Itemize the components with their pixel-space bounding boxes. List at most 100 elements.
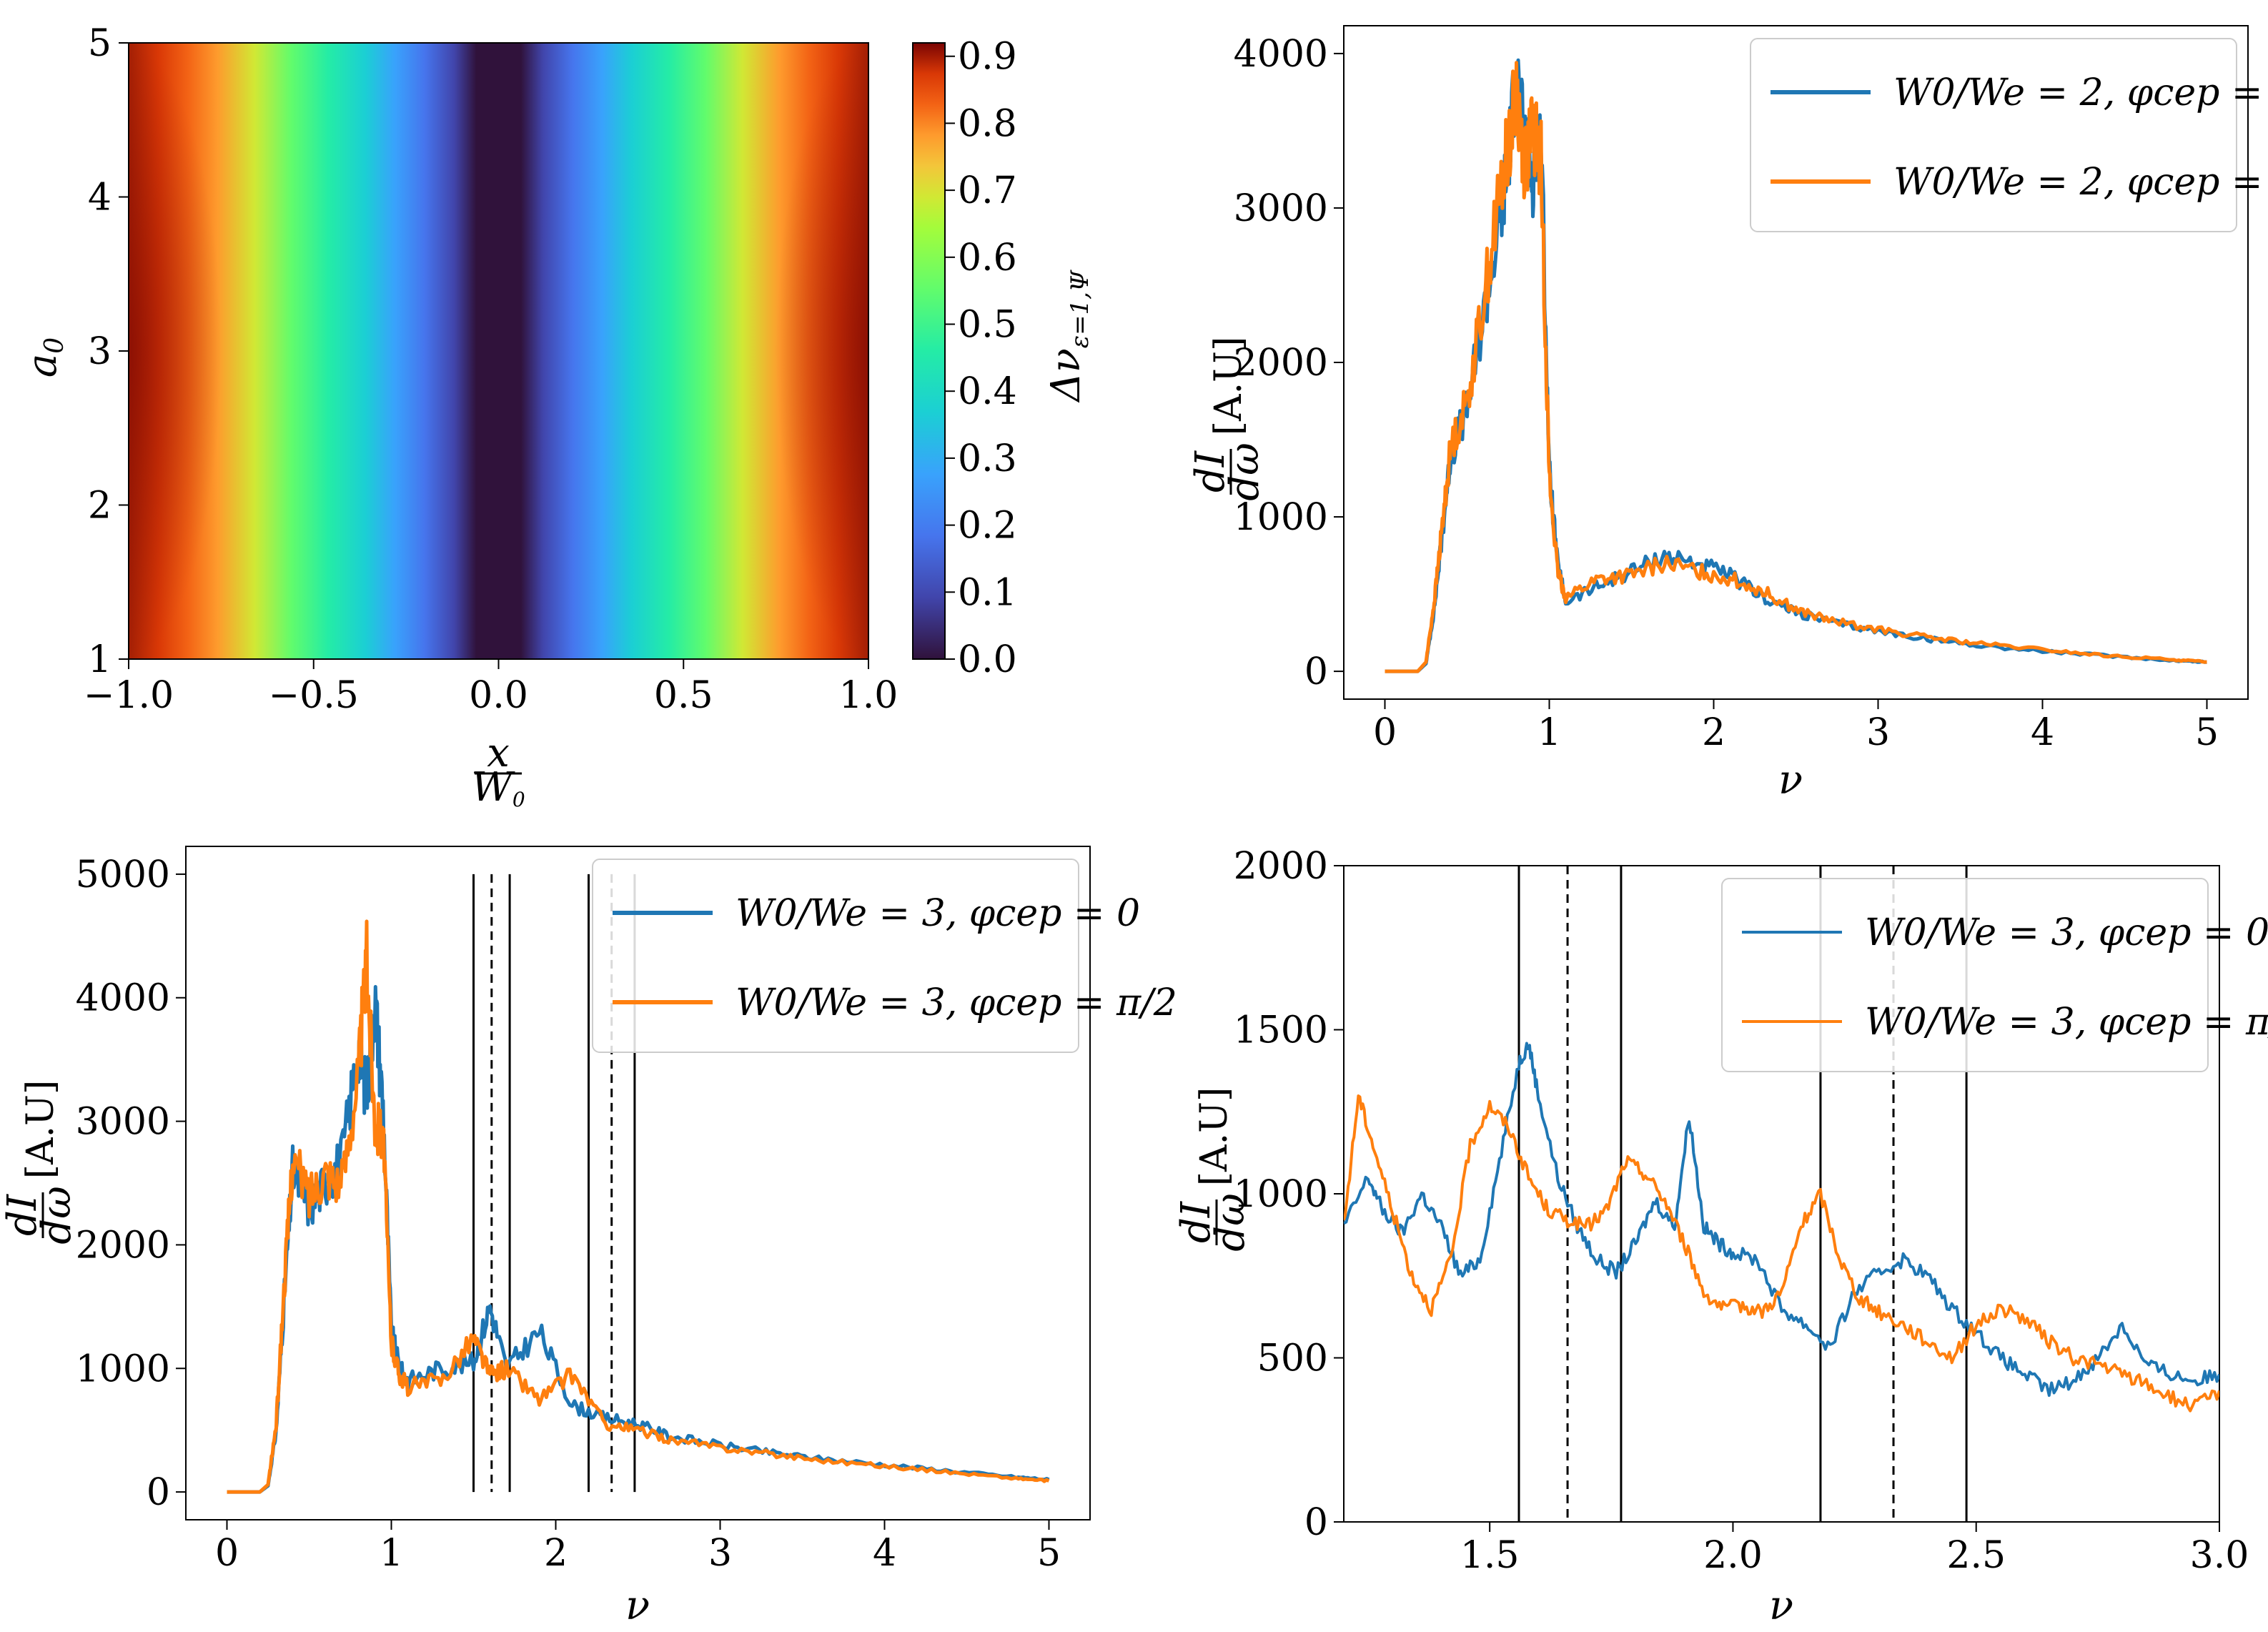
colorbar-tick-label: 0.2: [958, 505, 1017, 548]
spectrum-zoom-legend-label: W0/We = 3, φcep = 0: [1865, 911, 2268, 954]
spectrum-w2-series: [1385, 58, 2207, 673]
spectrum-w2-xtick-label: 2: [1702, 711, 1725, 754]
spectrum-w2-ticks: 0 1 2 3 4 5 0 1000 2000 3000 4000: [1234, 33, 2219, 754]
svg-text:dω: dω: [34, 1186, 80, 1245]
colorbar-tick-label: 0.1: [958, 571, 1017, 614]
heatmap-xtick-label: 0.0: [469, 674, 528, 717]
spectrum-w3-xtick-label: 1: [380, 1532, 403, 1575]
spectrum-zoom-ytick-label: 500: [1257, 1337, 1328, 1380]
colorbar-label: Δνε=1,Ψ: [1043, 269, 1094, 403]
spectrum-w3-ytick-label: 1000: [76, 1347, 170, 1390]
spectrum-w2-xlabel: ν: [1778, 757, 1803, 803]
heatmap-xlabel-denominator: W0: [471, 764, 525, 811]
spectrum-w3-ytick-label: 3000: [76, 1101, 170, 1144]
spectrum-zoom-panel: 1.5 2.0 2.5 3.0 0 500 1000 1500 2000 ν dI dω [A.…: [1173, 845, 2268, 1629]
spectrum-zoom-ytick-label: 2000: [1234, 845, 1328, 888]
spectrum-zoom-series-1: [1344, 1094, 2219, 1413]
heatmap-edge-right: [683, 43, 868, 659]
spectrum-w3-ticks: 0 1 2 3 4 5 0 1000 2000 3000 4000 5000: [76, 854, 1061, 1575]
heatmap-xtick-label: −1.0: [84, 674, 174, 717]
spectrum-w2-xtick-label: 3: [1866, 711, 1890, 754]
spectrum-zoom-legend-box: [1721, 878, 2209, 1072]
colorbar-tick-label: 0.3: [958, 437, 1017, 480]
heatmap-xtick-label: −0.5: [269, 674, 359, 717]
heatmap-edge-left: [129, 43, 315, 659]
spectrum-w3-series-1: [227, 919, 1050, 1494]
heatmap-ytick-label: 4: [88, 177, 112, 219]
heatmap-xlabel-numerator: x: [487, 730, 510, 776]
colorbar-tick-label: 0.8: [958, 102, 1017, 145]
spectrum-zoom-legend-label: W0/We = 3, φcep = π/2: [1865, 1001, 2268, 1044]
spectrum-w3-ylabel: dI dω [A.U]: [0, 1080, 80, 1245]
spectrum-w3-xtick-label: 0: [215, 1532, 239, 1575]
colorbar-tick-label: 0.0: [958, 638, 1017, 681]
spectrum-zoom-xtick-label: 3.0: [2190, 1534, 2249, 1577]
colorbar-tick-label: 0.9: [958, 36, 1017, 79]
spectrum-w3-frame: [185, 846, 1091, 1520]
spectrum-zoom-ticks: 1.5 2.0 2.5 3.0 0 500 1000 1500 2000: [1234, 845, 2249, 1577]
spectrum-zoom-ytick-label: 1000: [1234, 1173, 1328, 1216]
svg-text:[A.U]: [A.U]: [1207, 337, 1250, 435]
svg-text:dI: dI: [1173, 1200, 1219, 1243]
spectrum-zoom-xtick-label: 1.5: [1460, 1534, 1520, 1577]
spectrum-w2-xtick-label: 1: [1537, 711, 1561, 754]
spectrum-w2-panel: 0 1 2 3 4 5 0 1000 2000 3000 4000 ν dI dω [A.U] W0…: [1187, 25, 2268, 803]
spectrum-w3-xtick-label: 5: [1037, 1532, 1061, 1575]
heatmap-panel: −1.0 −0.5 0.0 0.5 1.0 1 2 3 4 5 x W0 a0 0.0 0.1 0.2…: [19, 22, 1094, 811]
spectrum-zoom-ylabel: dI dω [A.U]: [1173, 1087, 1254, 1252]
spectrum-w2-legend: W0/We = 2, φcep = 0 W0/We = 2, φcep = π/2: [1750, 38, 2268, 232]
spectrum-zoom-xtick-label: 2.0: [1703, 1534, 1763, 1577]
svg-text:[A.U]: [A.U]: [19, 1080, 62, 1179]
spectrum-w2-xtick-label: 4: [2031, 711, 2054, 754]
spectrum-w3-ytick-label: 5000: [76, 854, 170, 896]
spectrum-zoom-xtick-label: 2.5: [1946, 1534, 2006, 1577]
spectrum-zoom-series-0: [1344, 1042, 2219, 1398]
heatmap-ytick-label: 5: [88, 22, 112, 65]
spectrum-w2-ytick-label: 1000: [1234, 496, 1328, 539]
heatmap-xtick-label: 0.5: [654, 674, 713, 717]
colorbar-tick-label: 0.5: [958, 304, 1017, 347]
heatmap-ytick-label: 1: [88, 638, 112, 681]
spectrum-w3-ytick-label: 2000: [76, 1224, 170, 1267]
spectrum-w2-ytick-label: 0: [1304, 651, 1328, 693]
colorbar-tick-label: 0.7: [958, 169, 1017, 212]
svg-text:dI: dI: [0, 1193, 46, 1236]
spectrum-w2-legend-label: W0/We = 2, φcep = 0: [1893, 71, 2268, 114]
spectrum-w2-ylabel: dI dω [A.U]: [1187, 337, 1268, 501]
heatmap-ticks: −1.0 −0.5 0.0 0.5 1.0 1 2 3 4 5: [84, 22, 898, 717]
spectrum-w3-xlabel: ν: [625, 1583, 650, 1629]
svg-text:dω: dω: [1207, 1193, 1254, 1252]
colorbar-ticks: 0.0 0.1 0.2 0.3 0.4 0.5 0.6 0.7 0.8 0.9: [945, 36, 1017, 681]
svg-text:dω: dω: [1222, 442, 1268, 501]
heatmap-xtick-label: 1.0: [839, 674, 898, 717]
spectrum-w3-ytick-label: 4000: [76, 977, 170, 1020]
colorbar-tick-label: 0.4: [958, 370, 1017, 413]
spectrum-w3-series: [227, 919, 1050, 1494]
spectrum-w2-xtick-label: 0: [1373, 711, 1397, 754]
spectrum-zoom-series: [1344, 1042, 2219, 1413]
spectrum-zoom-xlabel: ν: [1769, 1583, 1793, 1629]
spectrum-w2-legend-box: [1750, 38, 2237, 232]
spectrum-w2-legend-label: W0/We = 2, φcep = π/2: [1893, 161, 2268, 204]
spectrum-w3-legend: W0/We = 3, φcep = 0 W0/We = 3, φcep = π/2: [592, 859, 1177, 1053]
spectrum-w2-ytick-label: 3000: [1234, 187, 1328, 230]
spectrum-w3-ytick-label: 0: [147, 1471, 170, 1514]
spectrum-zoom-ytick-label: 0: [1304, 1501, 1328, 1544]
spectrum-w3-xtick-label: 4: [873, 1532, 896, 1575]
spectrum-w3-panel: 0 1 2 3 4 5 0 1000 2000 3000 4000 5000 ν dI dω [A.U…: [0, 846, 1177, 1629]
colorbar-tick-label: 0.6: [958, 237, 1017, 280]
heatmap-ytick-label: 2: [88, 485, 112, 528]
spectrum-zoom-ytick-label: 1500: [1234, 1009, 1328, 1052]
svg-text:[A.U]: [A.U]: [1193, 1087, 1236, 1186]
spectrum-w3-legend-box: [592, 859, 1079, 1053]
svg-text:dI: dI: [1187, 450, 1234, 493]
spectrum-w3-legend-label: W0/We = 3, φcep = 0: [736, 892, 1140, 935]
spectrum-w2-series-1: [1385, 61, 2207, 673]
colorbar: [912, 42, 946, 660]
spectrum-w2-xtick-label: 5: [2195, 711, 2219, 754]
spectrum-w3-xtick-label: 3: [708, 1532, 732, 1575]
spectrum-w3-xtick-label: 2: [544, 1532, 568, 1575]
spectrum-zoom-legend: W0/We = 3, φcep = 0 W0/We = 3, φcep = π/2: [1721, 878, 2268, 1072]
heatmap-ylabel: a0: [19, 337, 69, 377]
